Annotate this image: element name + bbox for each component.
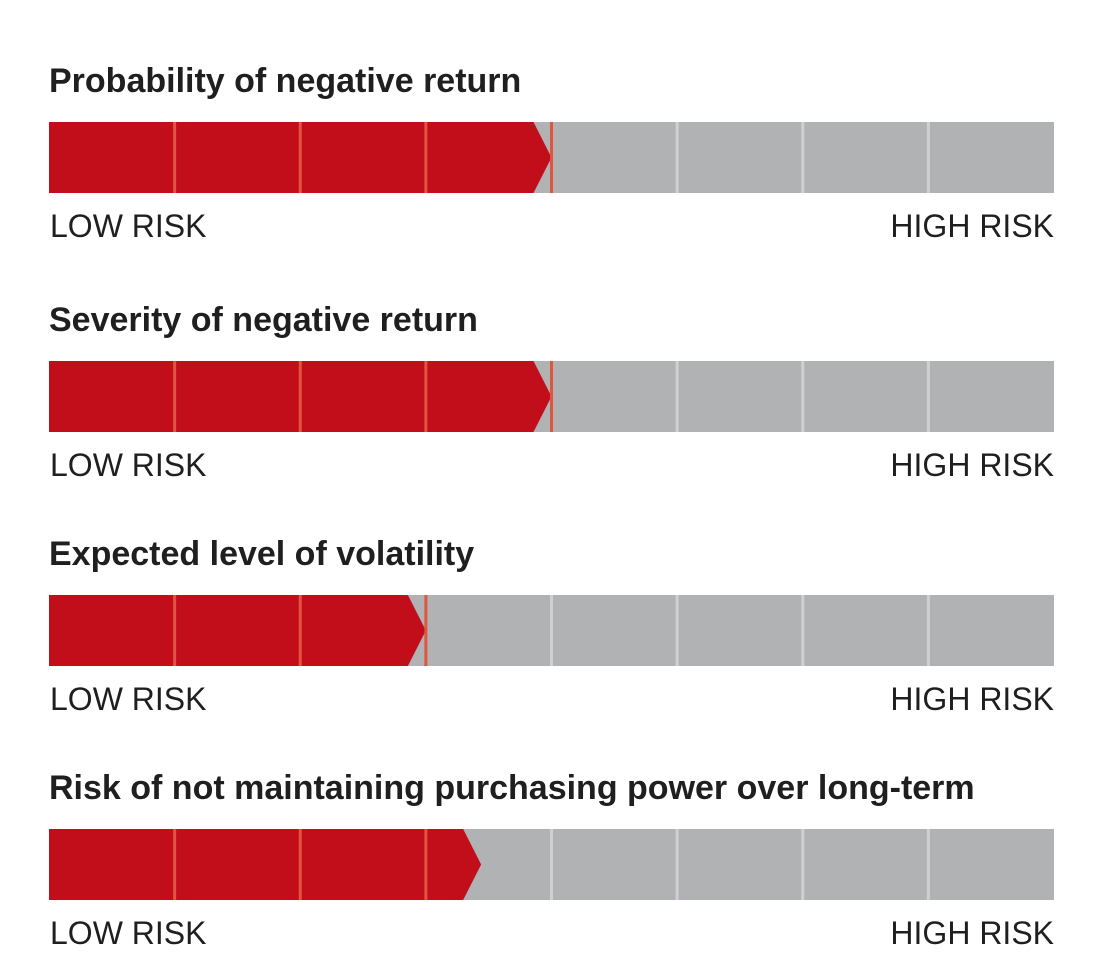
- high-risk-label: HIGH RISK: [890, 915, 1054, 951]
- meter-divider: [424, 122, 428, 193]
- meter-title: Probability of negative return: [49, 62, 522, 100]
- meter-fill: [49, 829, 482, 900]
- meter-divider: [926, 829, 930, 900]
- meter-divider: [550, 361, 553, 432]
- meter-divider: [926, 122, 930, 193]
- meter-title: Severity of negative return: [49, 301, 478, 339]
- meter-bar: [49, 361, 1054, 432]
- meter-divider: [801, 829, 805, 900]
- low-risk-label: LOW RISK: [50, 681, 207, 717]
- meter-title: Expected level of volatility: [49, 535, 475, 573]
- meter-divider: [550, 829, 553, 900]
- high-risk-label: HIGH RISK: [890, 447, 1054, 483]
- meter-divider: [424, 595, 428, 666]
- meter-divider: [675, 829, 679, 900]
- meter-divider: [173, 829, 177, 900]
- meter-divider: [298, 829, 302, 900]
- meter-divider: [926, 361, 930, 432]
- meter-divider: [801, 595, 805, 666]
- high-risk-label: HIGH RISK: [890, 681, 1054, 717]
- meter-bar: [49, 595, 1054, 666]
- meter-divider: [675, 595, 679, 666]
- meter-divider: [801, 122, 805, 193]
- meter-divider: [550, 595, 553, 666]
- meter-divider: [675, 361, 679, 432]
- low-risk-label: LOW RISK: [50, 208, 207, 244]
- meter-divider: [424, 829, 428, 900]
- meter-divider: [550, 122, 553, 193]
- meter-fill: [49, 595, 426, 666]
- meter-divider: [298, 122, 302, 193]
- meter-bar: [49, 122, 1054, 193]
- meter-divider: [173, 361, 177, 432]
- high-risk-label: HIGH RISK: [890, 208, 1054, 244]
- meter-divider: [926, 595, 930, 666]
- meter-divider: [675, 122, 679, 193]
- meter-divider: [298, 361, 302, 432]
- meter-divider: [173, 122, 177, 193]
- meter-divider: [424, 361, 428, 432]
- low-risk-label: LOW RISK: [50, 915, 207, 951]
- meter-divider: [173, 595, 177, 666]
- low-risk-label: LOW RISK: [50, 447, 207, 483]
- meter-divider: [298, 595, 302, 666]
- meter-divider: [801, 361, 805, 432]
- meter-title: Risk of not maintaining purchasing power…: [49, 769, 975, 807]
- meter-bar: [49, 829, 1054, 900]
